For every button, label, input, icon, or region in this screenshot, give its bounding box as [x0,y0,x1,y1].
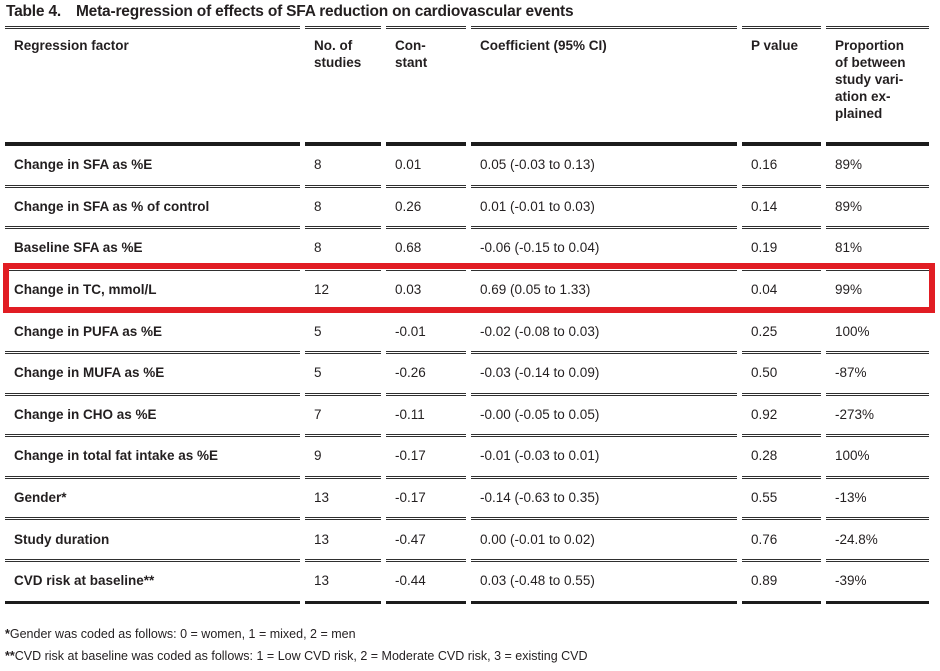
cell-no-of-studies: 8 [305,226,381,268]
table-row: Change in PUFA as %E 5 -0.01 -0.02 (-0.0… [5,309,929,351]
cell-proportion: -13% [826,475,929,518]
cell-p-value: 0.50 [742,350,821,393]
table-title-text: Meta-regression of effects of SFA reduct… [75,3,574,20]
page-title: Table 4. Meta-regression of effects of SF… [6,3,574,21]
table-body: Change in SFA as %E 8 0.01 0.05 (-0.03 t… [5,146,929,604]
cell-coefficient: 0.01 (-0.01 to 0.03) [471,184,737,227]
cell-proportion: -87% [826,350,929,393]
cell-regression-factor: Change in CHO as %E [5,392,300,435]
footnote-cvd-risk: **CVD risk at baseline was coded as foll… [5,648,588,664]
cell-no-of-studies: 13 [305,558,381,604]
cell-no-of-studies: 13 [305,475,381,518]
table-row: Change in CHO as %E 7 -0.11 -0.00 (-0.05… [5,392,929,435]
cell-coefficient: 0.03 (-0.48 to 0.55) [471,558,737,604]
cell-coefficient: -0.03 (-0.14 to 0.09) [471,350,737,393]
table-row: Baseline SFA as %E 8 0.68 -0.06 (-0.15 t… [5,226,929,268]
cell-proportion: -273% [826,392,929,435]
cell-no-of-studies: 13 [305,517,381,559]
cell-coefficient: -0.06 (-0.15 to 0.04) [471,226,737,268]
table-row: Change in SFA as %E 8 0.01 0.05 (-0.03 t… [5,146,929,185]
cell-p-value: 0.16 [751,157,778,173]
footnotes: *Gender was coded as follows: 0 = women,… [5,626,588,670]
cell-regression-factor: CVD risk at baseline** [5,558,300,604]
cell-p-value: 0.76 [742,517,821,559]
cell-constant: -0.11 [386,392,466,435]
column-header-constant: Con- stant [386,26,466,146]
column-header-coefficient: Coefficient (95% CI) [471,26,737,146]
cell-no-of-studies: 5 [305,350,381,393]
footnote-text: CVD risk at baseline was coded as follow… [14,649,588,663]
cell-regression-factor: Change in SFA as % of control [5,184,300,227]
header-row: Regression factor No. of studies Con- st… [5,26,929,146]
cell-constant: 0.26 [386,184,466,227]
cell-regression-factor: Change in total fat intake as %E [5,434,300,476]
cell-regression-factor: Change in SFA as %E [14,157,153,173]
table-header: Regression factor No. of studies Con- st… [5,26,929,146]
cell-constant: -0.47 [386,517,466,559]
footnote-gender: *Gender was coded as follows: 0 = women,… [5,626,588,642]
cell-p-value: 0.28 [742,434,821,476]
cell-no-of-studies: 8 [305,184,381,227]
footnote-marker: * [5,627,10,641]
cell-p-value: 0.04 [742,267,821,310]
cell-constant: 0.01 [395,157,422,173]
cell-p-value: 0.25 [742,309,821,351]
column-header-proportion: Proportion of between study vari- ation … [826,26,929,146]
cell-coefficient: -0.14 (-0.63 to 0.35) [471,475,737,518]
table-row: Change in SFA as % of control 8 0.26 0.0… [5,184,929,227]
column-header-no-of-studies: No. of studies [305,26,381,146]
cell-no-of-studies: 8 [314,157,322,173]
cell-constant: -0.17 [386,434,466,476]
cell-regression-factor: Change in MUFA as %E [5,350,300,393]
cell-p-value: 0.19 [742,226,821,268]
cell-proportion: 89% [835,157,863,173]
cell-regression-factor: Change in PUFA as %E [5,309,300,351]
cell-constant: 0.03 [386,267,466,310]
cell-proportion: 89% [826,184,929,227]
cell-proportion: 99% [826,267,929,310]
cell-constant: -0.44 [386,558,466,604]
cell-proportion: 100% [826,309,929,351]
cell-no-of-studies: 12 [305,267,381,310]
column-header-regression-factor: Regression factor [5,26,300,146]
cell-p-value: 0.89 [742,558,821,604]
footnote-marker: ** [5,649,15,663]
cell-no-of-studies: 9 [305,434,381,476]
cell-proportion: 100% [826,434,929,476]
table-row: Change in MUFA as %E 5 -0.26 -0.03 (-0.1… [5,350,929,393]
cell-coefficient: -0.01 (-0.03 to 0.01) [471,434,737,476]
cell-no-of-studies: 5 [305,309,381,351]
cell-constant: -0.01 [386,309,466,351]
table-number-label: Table 4. [6,3,61,20]
table-row: Study duration 13 -0.47 0.00 (-0.01 to 0… [5,517,929,559]
footnote-text: Gender was coded as follows: 0 = women, … [9,627,356,641]
meta-regression-table: Regression factor No. of studies Con- st… [0,26,934,604]
cell-constant: 0.68 [386,226,466,268]
table-row: Gender* 13 -0.17 -0.14 (-0.63 to 0.35) 0… [5,475,929,518]
cell-p-value: 0.14 [742,184,821,227]
cell-constant: -0.17 [386,475,466,518]
table-row: Change in TC, mmol/L 12 0.03 0.69 (0.05 … [5,267,929,310]
cell-coefficient: -0.02 (-0.08 to 0.03) [471,309,737,351]
column-header-p-value: P value [742,26,821,146]
cell-p-value: 0.55 [742,475,821,518]
cell-coefficient: 0.05 (-0.03 to 0.13) [480,157,595,173]
cell-coefficient: -0.00 (-0.05 to 0.05) [471,392,737,435]
table-row: CVD risk at baseline** 13 -0.44 0.03 (-0… [5,558,929,604]
cell-proportion: -24.8% [826,517,929,559]
cell-no-of-studies: 7 [305,392,381,435]
table-row: Change in total fat intake as %E 9 -0.17… [5,434,929,476]
cell-proportion: -39% [826,558,929,604]
cell-proportion: 81% [826,226,929,268]
cell-regression-factor: Gender* [5,475,300,518]
cell-coefficient: 0.00 (-0.01 to 0.02) [471,517,737,559]
cell-coefficient: 0.69 (0.05 to 1.33) [471,267,737,310]
cell-p-value: 0.92 [742,392,821,435]
cell-regression-factor: Change in TC, mmol/L [5,267,300,310]
cell-constant: -0.26 [386,350,466,393]
cell-regression-factor: Baseline SFA as %E [5,226,300,268]
cell-regression-factor: Study duration [5,517,300,559]
